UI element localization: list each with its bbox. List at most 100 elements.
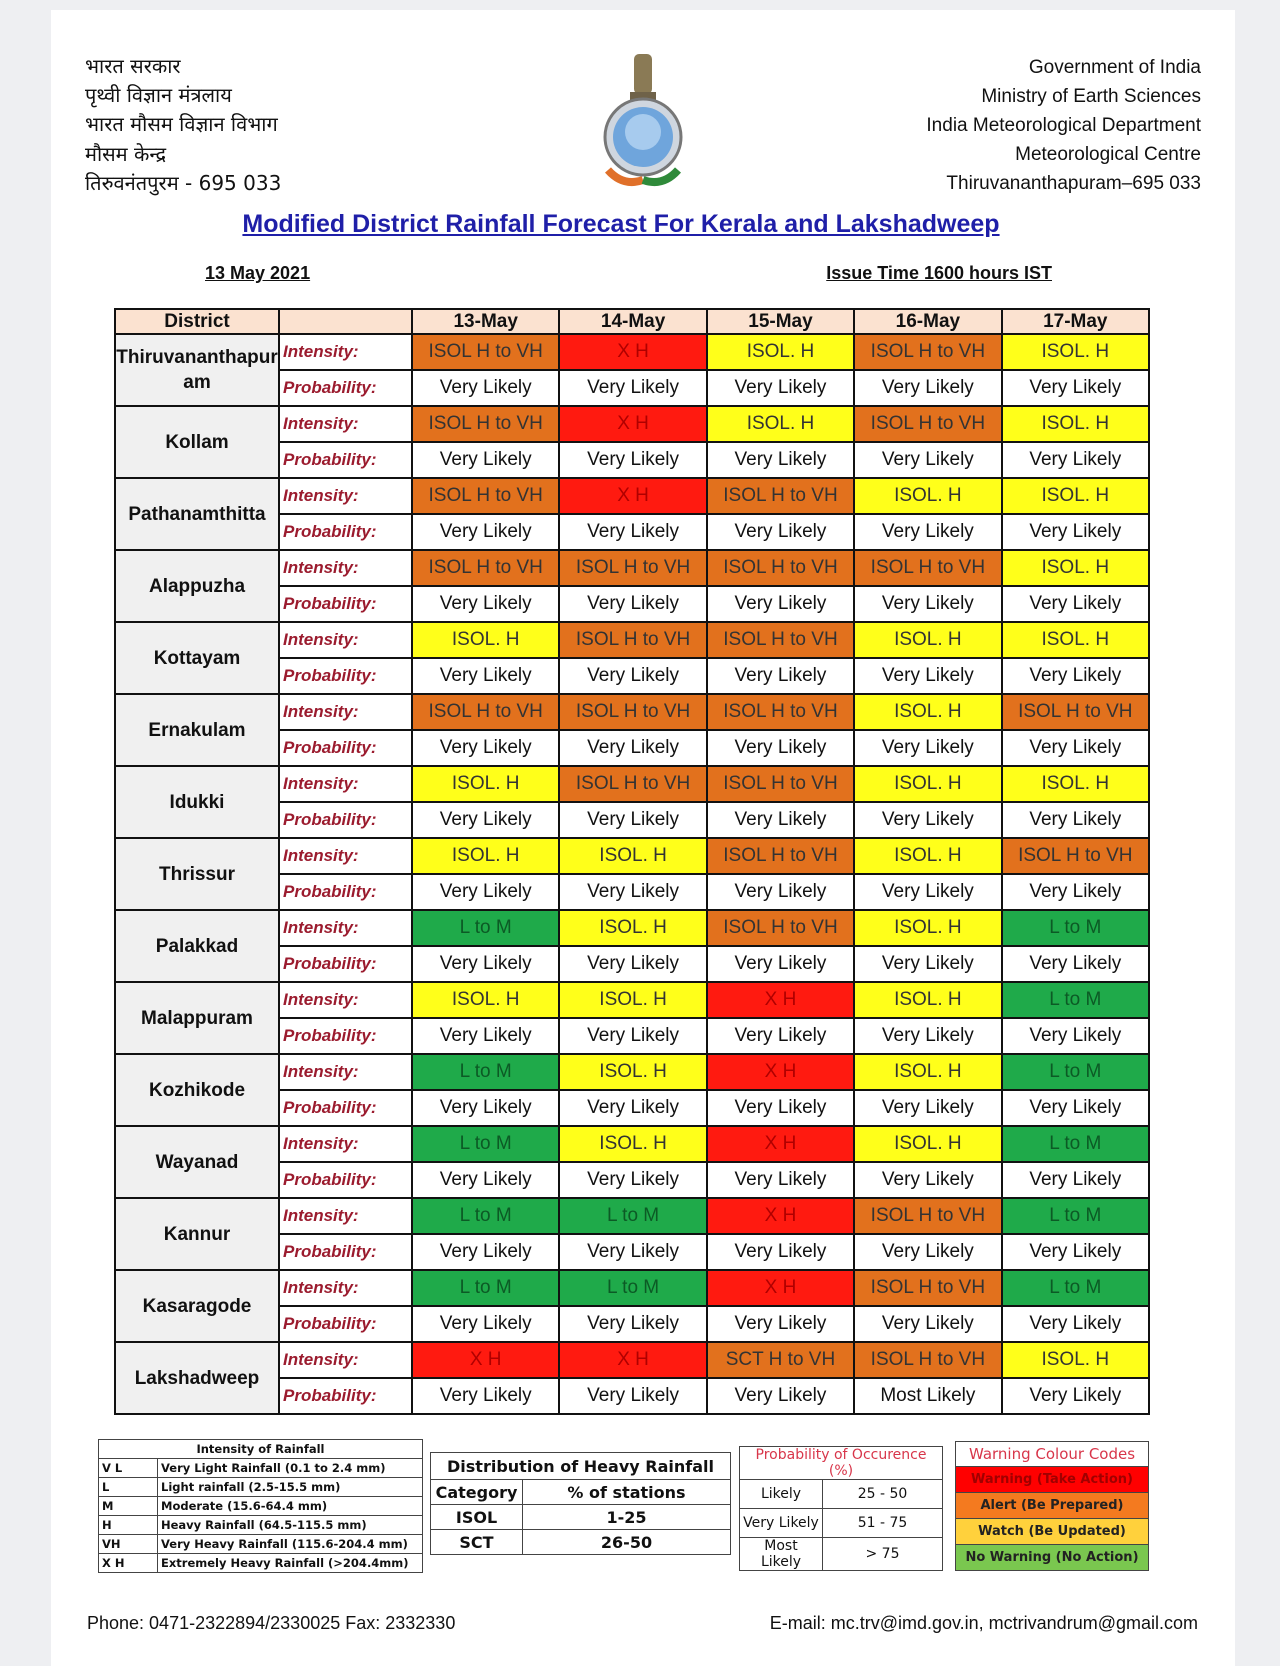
probability-cell: Very Likely — [705, 729, 856, 767]
district-probability-row: Probability: Very Likely Very Likely Very L… — [115, 1305, 1151, 1343]
intensity-cell: L to M — [1000, 1269, 1151, 1307]
intensity-description: Extremely Heavy Rainfall (>204.4mm) — [157, 1553, 423, 1573]
intensity-cell: ISOL. H — [853, 981, 1003, 1019]
intensity-label: Intensity: — [278, 1269, 413, 1307]
probability-label: Probability: — [278, 1017, 413, 1055]
probability-cell: Very Likely — [410, 801, 561, 839]
english-line: Government of India — [1028, 57, 1201, 78]
district-header: District — [114, 308, 280, 335]
district-probability-row: Probability: Very Likely Very Likely Very L… — [115, 1089, 1151, 1127]
probability-cell: Very Likely — [705, 657, 856, 695]
probability-cell: Very Likely — [853, 1161, 1003, 1199]
probability-cell: Very Likely — [853, 729, 1003, 767]
intensity-cell: X H — [558, 477, 708, 515]
probability-label: Probability: — [278, 873, 413, 911]
probability-cell: Very Likely — [558, 369, 708, 407]
distribution-category: SCT — [430, 1529, 523, 1555]
intensity-code: X H — [98, 1553, 158, 1573]
intensity-code: M — [98, 1496, 158, 1516]
forecast-header-row: District 13-May 14-May 15-May 16-May 17-May — [114, 308, 1151, 335]
intensity-cell: SCT H to VH — [705, 1341, 856, 1379]
probability-cell: Very Likely — [853, 873, 1003, 911]
probability-cell: Very Likely — [410, 369, 561, 407]
intensity-description: Very Heavy Rainfall (115.6-204.4 mm) — [157, 1534, 423, 1554]
intensity-cell: L to M — [1000, 909, 1151, 947]
intensity-label: Intensity: — [278, 1197, 413, 1235]
probability-cell: Very Likely — [410, 513, 561, 551]
intensity-description: Heavy Rainfall (64.5-115.5 mm) — [157, 1515, 423, 1535]
probability-cell: Very Likely — [1000, 513, 1151, 551]
intensity-cell: ISOL H to VH — [410, 405, 561, 443]
probability-cell: Very Likely — [705, 513, 856, 551]
probability-cell: Very Likely — [853, 441, 1003, 479]
probability-cell: Very Likely — [1000, 369, 1151, 407]
imd-emblem-logo — [603, 54, 683, 186]
intensity-cell: ISOL H to VH — [705, 477, 856, 515]
date-header: 15-May — [705, 308, 856, 335]
district-name: Kasaragode — [114, 1269, 280, 1343]
intensity-legend-row: X H Extremely Heavy Rainfall (>204.4mm) — [98, 1553, 423, 1573]
english-line: India Meteorological Department — [926, 115, 1201, 136]
intensity-cell: ISOL. H — [558, 909, 708, 947]
probability-cell: Very Likely — [705, 369, 856, 407]
intensity-label: Intensity: — [278, 1341, 413, 1379]
intensity-legend-row: M Moderate (15.6-64.4 mm) — [98, 1496, 423, 1516]
intensity-cell: ISOL. H — [558, 1125, 708, 1163]
intensity-code: L — [98, 1477, 158, 1497]
probability-cell: Very Likely — [558, 801, 708, 839]
intensity-cell: L to M — [410, 1053, 561, 1091]
probability-cell: Very Likely — [1000, 801, 1151, 839]
intensity-cell: ISOL. H — [1000, 621, 1151, 659]
probability-cell: Very Likely — [705, 945, 856, 983]
probability-cell: Very Likely — [853, 1089, 1003, 1127]
intensity-legend-row: V L Very Light Rainfall (0.1 to 2.4 mm) — [98, 1458, 423, 1478]
district-intensity-row: Thrissur Intensity: ISOL. H ISOL. H ISOL H t… — [114, 837, 1151, 911]
probability-cell: Very Likely — [853, 1017, 1003, 1055]
probability-cell: Very Likely — [853, 585, 1003, 623]
probability-cell: Very Likely — [1000, 585, 1151, 623]
intensity-cell: L to M — [410, 909, 561, 947]
distribution-legend: Distribution of Heavy Rainfall Category%… — [430, 1452, 731, 1555]
district-probability-row: Probability: Very Likely Very Likely Very L… — [115, 1377, 1151, 1415]
issue-time: Issue Time 1600 hours IST — [826, 263, 1052, 283]
intensity-cell: ISOL H to VH — [558, 693, 708, 731]
probability-cell: Very Likely — [558, 1305, 708, 1343]
probability-legend-row: Most Likely > 75 — [739, 1537, 943, 1571]
intensity-cell: ISOL. H — [853, 837, 1003, 875]
intensity-description: Light rainfall (2.5-15.5 mm) — [157, 1477, 423, 1497]
probability-cell: Very Likely — [558, 657, 708, 695]
probability-legend-row: Likely 25 - 50 — [739, 1479, 943, 1509]
probability-cell: Very Likely — [558, 873, 708, 911]
district-name: Lakshadweep — [114, 1341, 280, 1415]
probability-cell: Very Likely — [1000, 1305, 1151, 1343]
intensity-cell: X H — [558, 1341, 708, 1379]
intensity-cell: ISOL. H — [853, 765, 1003, 803]
district-intensity-row: Idukki Intensity: ISOL. H ISOL H to VH ISOL … — [114, 765, 1151, 839]
probability-cell: Very Likely — [410, 1305, 561, 1343]
distribution-legend-row: ISOL 1-25 — [430, 1504, 731, 1530]
probability-cell: Very Likely — [853, 945, 1003, 983]
warning-legend-row: Watch (Be Updated) — [955, 1518, 1149, 1545]
intensity-code: H — [98, 1515, 158, 1535]
intensity-label: Intensity: — [278, 1125, 413, 1163]
intensity-cell: ISOL H to VH — [410, 549, 561, 587]
hindi-line: पृथ्वी विज्ञान मंत्रलाय — [85, 83, 232, 107]
distribution-percent: 1-25 — [522, 1504, 731, 1530]
district-probability-row: Probability: Very Likely Very Likely Very L… — [115, 801, 1151, 839]
intensity-cell: ISOL. H — [558, 981, 708, 1019]
district-intensity-row: Kottayam Intensity: ISOL. H ISOL H to VH ISO… — [114, 621, 1151, 695]
intensity-cell: ISOL H to VH — [1000, 837, 1151, 875]
label-header — [278, 308, 413, 335]
district-probability-row: Probability: Very Likely Very Likely Very L… — [115, 1233, 1151, 1271]
probability-term: Very Likely — [739, 1508, 823, 1538]
probability-cell: Very Likely — [1000, 1017, 1151, 1055]
district-intensity-row: Thiruvananthapuram Intensity: ISOL H to VH… — [114, 333, 1151, 407]
footer-email: E-mail: mc.trv@imd.gov.in, mctrivandrum@… — [769, 1613, 1198, 1633]
intensity-cell: ISOL H to VH — [410, 477, 561, 515]
date-header: 17-May — [1000, 308, 1151, 335]
district-probability-row: Probability: Very Likely Very Likely Very L… — [115, 513, 1151, 551]
district-name: Ernakulam — [114, 693, 280, 767]
